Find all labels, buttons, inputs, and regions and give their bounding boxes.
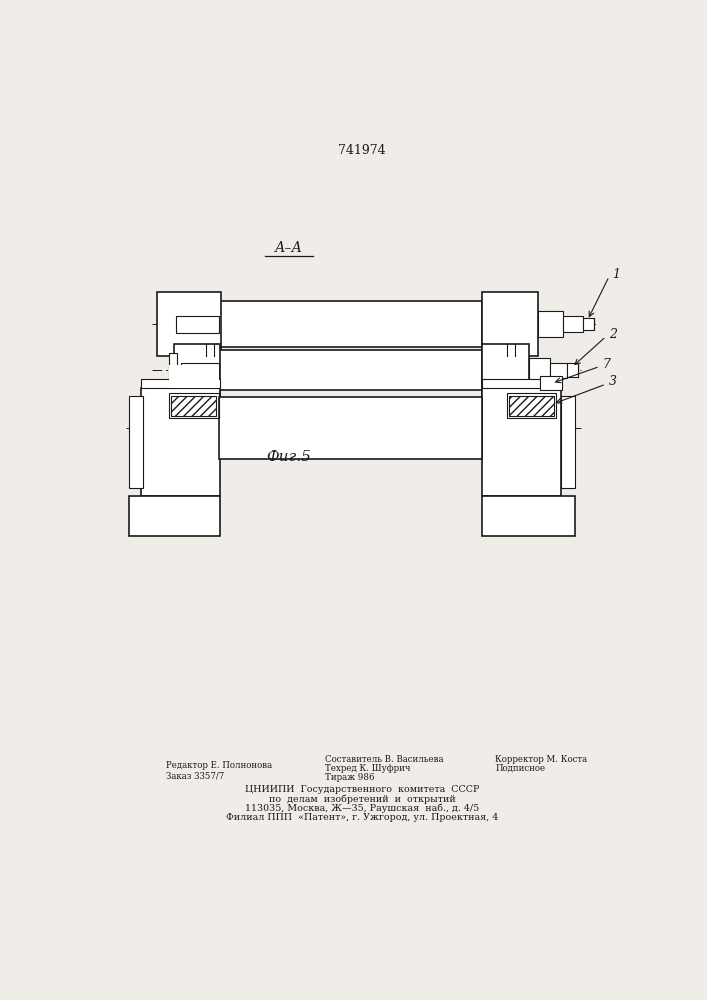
Bar — [175, 418, 212, 424]
Bar — [182, 363, 218, 378]
Text: по  делам  изобретений  и  открытий: по делам изобретений и открытий — [269, 794, 455, 804]
Text: Фиг.5: Фиг.5 — [266, 450, 311, 464]
Bar — [550, 363, 567, 378]
Bar — [218, 301, 482, 347]
Bar — [218, 397, 482, 459]
Bar — [567, 363, 578, 377]
Bar — [563, 316, 583, 332]
Bar — [540, 376, 562, 389]
Bar — [171, 396, 216, 416]
Bar — [156, 292, 221, 356]
Bar — [129, 396, 143, 488]
Text: 741974: 741974 — [338, 144, 386, 157]
Bar — [169, 353, 177, 387]
Text: Составитель В. Васильева: Составитель В. Васильева — [325, 755, 443, 764]
Bar — [561, 396, 575, 488]
Text: 3: 3 — [609, 375, 617, 388]
Text: Редактор Е. Полнонова: Редактор Е. Полнонова — [166, 761, 272, 770]
Bar — [129, 496, 220, 536]
Text: Филиал ППП  «Патент», г. Ужгород, ул. Проектная, 4: Филиал ППП «Патент», г. Ужгород, ул. Про… — [226, 813, 498, 822]
Bar — [169, 365, 218, 388]
Text: Техред К. Шуфрич: Техред К. Шуфрич — [325, 764, 410, 773]
Bar — [583, 318, 594, 330]
Bar — [513, 418, 550, 424]
Text: 1: 1 — [612, 267, 620, 280]
Text: Тираж 986: Тираж 986 — [325, 773, 374, 782]
Bar — [507, 393, 556, 418]
Bar — [141, 388, 220, 496]
Bar — [538, 311, 563, 337]
Bar — [482, 388, 561, 496]
Bar — [482, 292, 538, 356]
Bar — [169, 393, 218, 418]
Bar — [509, 396, 554, 416]
Text: Заказ 3357/7: Заказ 3357/7 — [166, 772, 224, 781]
Text: А–А: А–А — [274, 241, 303, 255]
Bar — [482, 344, 529, 396]
Bar — [482, 496, 575, 536]
Text: Подписное: Подписное — [495, 764, 545, 773]
Text: 7: 7 — [603, 358, 611, 371]
Text: 2: 2 — [609, 328, 617, 341]
Bar — [176, 316, 218, 333]
Bar — [218, 350, 482, 390]
Text: ЦНИИПИ  Государственного  комитета  СССР: ЦНИИПИ Государственного комитета СССР — [245, 785, 479, 794]
Bar — [141, 379, 220, 388]
Bar — [529, 358, 550, 383]
Bar — [174, 344, 220, 396]
Text: 113035, Москва, Ж—35, Раушская  наб., д. 4/5: 113035, Москва, Ж—35, Раушская наб., д. … — [245, 804, 479, 813]
Text: Корректор М. Коста: Корректор М. Коста — [495, 755, 588, 764]
Bar — [482, 379, 561, 388]
